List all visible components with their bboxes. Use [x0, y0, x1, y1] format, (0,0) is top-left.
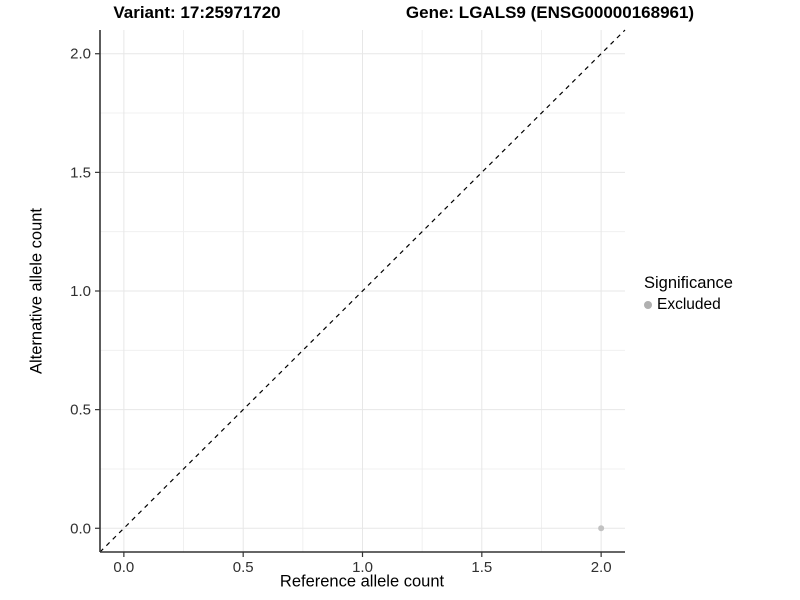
y-tick-label: 0.5 [70, 402, 91, 419]
y-tick-label: 2.0 [70, 46, 91, 63]
legend: Significance Excluded [644, 274, 733, 314]
x-tick-label: 1.5 [471, 559, 492, 576]
plot-title-variant: Variant: 17:25971720 [113, 3, 281, 22]
x-tick-label: 0.5 [233, 559, 254, 576]
plot-title-gene: Gene: LGALS9 (ENSG00000168961) [405, 3, 695, 22]
y-tick-label: 1.5 [70, 164, 91, 181]
identity-dashed-line [99, 29, 626, 553]
x-axis-title: Reference allele count [279, 572, 445, 591]
data-point [598, 525, 605, 532]
x-tick-label: 2.0 [591, 559, 612, 576]
legend-item-label: Excluded [657, 296, 721, 313]
y-tick-label: 1.0 [70, 283, 91, 300]
x-tick-label: 1.0 [352, 559, 373, 576]
legend-point-icon [644, 301, 652, 309]
x-tick-label: 0.0 [113, 559, 134, 576]
legend-title: Significance [644, 274, 733, 292]
y-axis-title: Alternative allele count [27, 207, 46, 375]
legend-item-excluded: Excluded [644, 296, 733, 314]
y-tick-label: 0.0 [70, 520, 91, 537]
